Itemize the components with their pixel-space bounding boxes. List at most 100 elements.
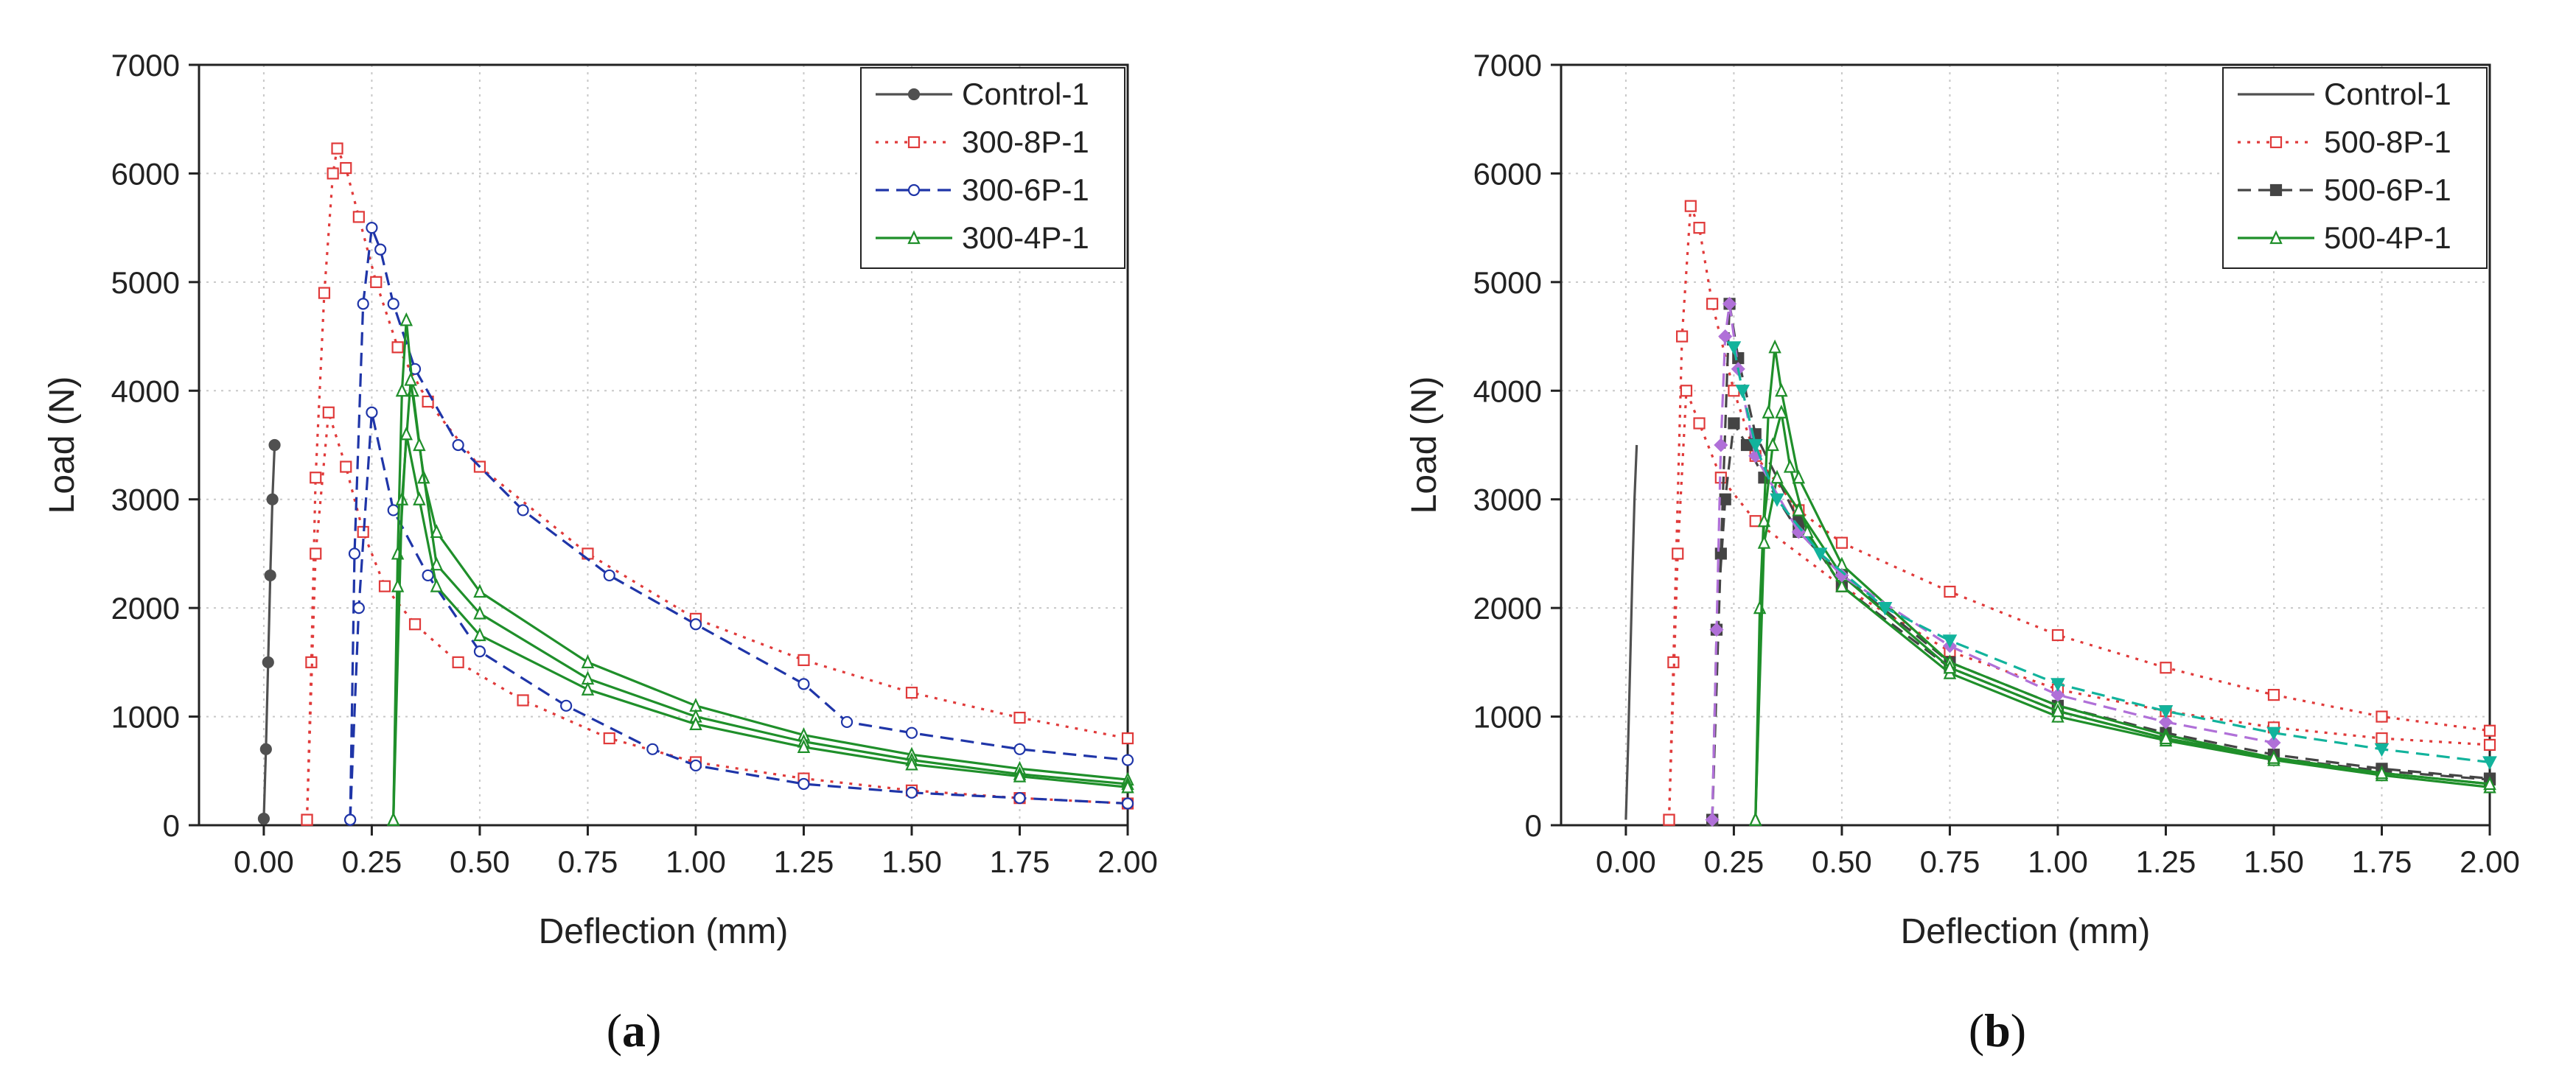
series-300-4p-1 — [386, 312, 1134, 826]
data-point — [1775, 405, 1788, 419]
series-300-6p-1 — [344, 222, 1134, 826]
data-point — [387, 504, 399, 517]
data-point — [352, 211, 365, 223]
data-point — [1693, 222, 1706, 234]
panel-letter: a — [622, 1004, 646, 1057]
series-500-8p-1 — [1663, 200, 2496, 826]
data-point — [331, 142, 343, 155]
series-500-8p-1-variant — [1705, 296, 2281, 827]
data-point — [268, 438, 281, 452]
data-point — [2266, 726, 2281, 741]
data-point — [1735, 385, 1750, 399]
data-point — [387, 298, 399, 310]
data-point — [840, 715, 854, 729]
plot-frame — [1560, 63, 2491, 827]
data-point — [560, 699, 573, 712]
x-tick-label: 1.75 — [2352, 844, 2412, 879]
panel-letter: b — [1984, 1004, 2011, 1057]
data-point — [327, 167, 339, 180]
data-point — [408, 618, 422, 631]
series-control-1 — [257, 438, 281, 825]
x-tick-labels: 0.00 0.25 0.50 0.75 1.00 1.25 1.50 1.75 … — [1596, 844, 2520, 879]
data-point — [266, 493, 279, 505]
series-line-500-6p-1 — [1711, 421, 2491, 820]
data-point — [301, 813, 313, 826]
data-point — [1121, 779, 1134, 794]
legend-label-500-8p-1: 500-8P-1 — [2324, 125, 2451, 159]
data-point — [1726, 341, 1742, 355]
data-point — [370, 276, 383, 288]
x-tick-label: 0.00 — [1596, 844, 1656, 879]
data-point — [1835, 578, 1849, 592]
data-point — [603, 569, 615, 582]
data-point — [1722, 296, 1737, 311]
data-point — [2483, 776, 2496, 791]
series-line-500-8p-1 — [1667, 389, 2491, 820]
data-point — [1943, 659, 1957, 674]
data-point — [1770, 493, 1784, 508]
series-line-300-6p-1 — [349, 411, 1128, 820]
data-point — [2374, 743, 2390, 757]
data-point — [2050, 678, 2065, 692]
data-point — [1835, 536, 1849, 549]
data-point — [344, 813, 357, 826]
x-tick-label: 1.50 — [2244, 844, 2304, 879]
x-tick-label: 0.50 — [1812, 844, 1872, 879]
data-point — [430, 556, 444, 571]
data-point — [2158, 715, 2174, 729]
data-point — [797, 739, 811, 753]
x-tick-label: 0.50 — [450, 844, 510, 879]
data-point — [2376, 710, 2388, 723]
x-tick-label: 0.25 — [342, 844, 402, 879]
legend-marker — [2269, 183, 2283, 197]
axis-ticks — [1551, 63, 2491, 836]
legend-marker — [2269, 136, 2283, 149]
y-tick-labels: 0 1000 2000 3000 4000 5000 6000 7000 — [1473, 48, 1542, 843]
data-point — [905, 756, 918, 771]
data-point — [1757, 535, 1771, 549]
legend-label-300-4p-1: 300-4P-1 — [962, 220, 1089, 255]
data-point — [430, 524, 444, 539]
y-tick-label: 5000 — [111, 265, 180, 300]
data-point — [413, 491, 426, 505]
series-line-300-4p-1 — [392, 318, 1128, 820]
data-point — [257, 813, 270, 825]
data-point — [473, 605, 486, 620]
data-point — [1775, 382, 1788, 397]
data-point — [386, 812, 400, 826]
series-line-300-8p-1 — [305, 411, 1128, 820]
data-point — [1013, 792, 1026, 805]
y-axis-title: Load (N) — [1405, 377, 1444, 514]
data-point — [2051, 703, 2064, 718]
y-tick-label: 4000 — [1473, 374, 1542, 408]
data-point — [1667, 656, 1680, 668]
series-control-1 — [1624, 444, 1638, 820]
data-point — [452, 656, 464, 668]
data-point — [2482, 756, 2497, 770]
data-point — [366, 222, 378, 234]
data-point — [581, 682, 595, 696]
data-point — [1728, 417, 1740, 430]
data-point — [2051, 628, 2064, 642]
data-point — [1121, 732, 1134, 745]
data-point — [1877, 602, 1893, 616]
data-point — [689, 716, 702, 730]
data-point — [1942, 634, 1958, 648]
data-point — [1680, 385, 1693, 397]
x-tick-label: 0.00 — [234, 844, 294, 879]
x-tick-label: 1.00 — [666, 844, 726, 879]
panel-label-b: (b) — [1969, 1004, 2026, 1057]
y-tick-label: 7000 — [111, 48, 180, 83]
series-line-500-4p-1 — [1754, 411, 2491, 820]
data-point — [603, 732, 615, 745]
data-point — [473, 627, 486, 642]
data-point — [264, 569, 276, 582]
data-point — [1684, 200, 1697, 212]
data-point — [473, 645, 486, 658]
legend-marker — [907, 230, 921, 245]
data-point — [1768, 339, 1781, 354]
data-point — [1013, 743, 1026, 755]
data-point — [430, 578, 444, 592]
data-point — [305, 656, 318, 668]
data-point — [1762, 405, 1776, 419]
